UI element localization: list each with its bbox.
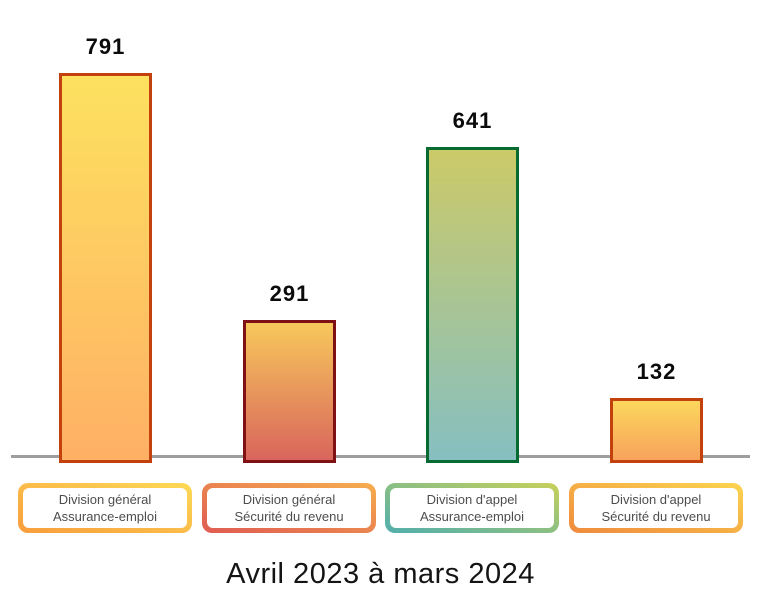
bar-group-division-general-securite-du-revenu: 291: [243, 283, 336, 463]
category-label-inner: Division d'appel Assurance-emploi: [390, 488, 554, 528]
bar-division-appel-securite-du-revenu: [610, 398, 703, 463]
bar-division-general-securite-du-revenu: [243, 320, 336, 463]
bar-division-general-assurance-emploi: [59, 73, 152, 463]
category-label-box-division-appel-securite-du-revenu: Division d'appel Sécurité du revenu: [569, 483, 743, 533]
category-label-line1: Division d'appel: [610, 492, 702, 507]
category-label-line1: Division général: [242, 492, 336, 507]
category-label-box-division-appel-assurance-emploi: Division d'appel Assurance-emploi: [385, 483, 559, 533]
category-label-box-division-general-assurance-emploi: Division général Assurance-emploi: [18, 483, 192, 533]
category-label-line2: Assurance-emploi: [419, 509, 525, 524]
bar-group-division-general-assurance-emploi: 791: [59, 36, 152, 463]
category-label-inner: Division général Assurance-emploi: [23, 488, 187, 528]
bar-value-label: 641: [452, 108, 493, 133]
bar-value-label: 132: [636, 359, 677, 384]
x-axis-line: [11, 455, 750, 458]
category-label-line1: Division général: [58, 492, 152, 507]
bar-group-division-appel-assurance-emploi: 641: [426, 110, 519, 463]
category-label-box-division-general-securite-du-revenu: Division général Sécurité du revenu: [202, 483, 376, 533]
bar-division-appel-assurance-emploi: [426, 147, 519, 463]
category-label-line2: Assurance-emploi: [52, 509, 158, 524]
category-label-line2: Sécurité du revenu: [234, 509, 344, 524]
bar-group-division-appel-securite-du-revenu: 132: [610, 361, 703, 463]
category-label-inner: Division général Sécurité du revenu: [207, 488, 371, 528]
bar-value-label: 791: [85, 34, 126, 59]
bar-value-label: 291: [269, 281, 310, 306]
chart-title: Avril 2023 à mars 2024: [226, 558, 535, 590]
category-label-line2: Sécurité du revenu: [601, 509, 711, 524]
category-label-line1: Division d'appel: [426, 492, 518, 507]
category-label-inner: Division d'appel Sécurité du revenu: [574, 488, 738, 528]
